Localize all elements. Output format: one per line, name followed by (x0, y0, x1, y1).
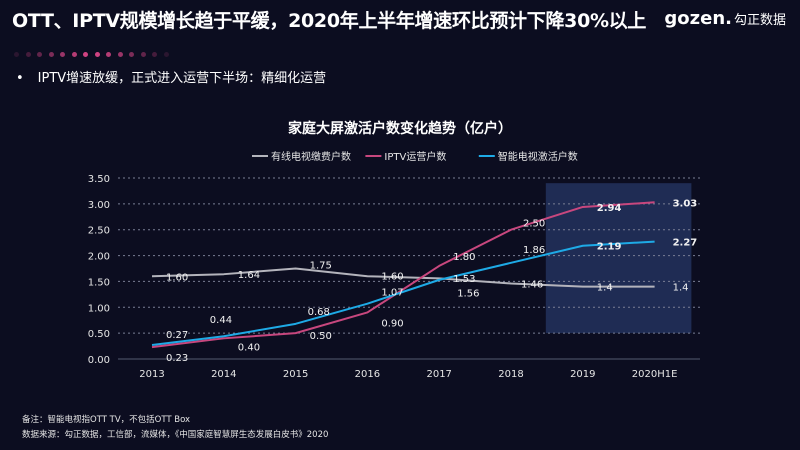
chart-title: 家庭大屏激活户数变化趋势（亿户） (288, 121, 512, 137)
data-label: 0.50 (310, 331, 332, 342)
y-tick-label: 3.50 (88, 174, 110, 185)
data-label: 1.75 (310, 261, 332, 272)
page-title: OTT、IPTV规模增长趋于平缓，2020年上半年增速环比预计下降30%以上 (12, 10, 647, 32)
divider-dot (25, 52, 31, 57)
divider-dot (83, 52, 88, 57)
y-tick-label: 1.50 (88, 277, 110, 288)
data-label: 0.23 (166, 353, 188, 364)
divider-dot (60, 52, 65, 57)
divider-dot (48, 52, 54, 57)
x-tick-label: 2019 (570, 369, 595, 380)
series-line-1 (151, 201, 655, 349)
data-label: 1.4 (673, 283, 689, 294)
y-tick-label: 0.00 (88, 355, 110, 366)
data-label: 0.27 (166, 330, 188, 341)
x-tick-label: 2015 (283, 369, 308, 380)
bullet-point: • IPTV增速放缓，正式进入运营下半场：精细化运营 (16, 71, 327, 86)
x-tick-label: 2018 (498, 369, 523, 380)
data-label: 0.44 (210, 315, 232, 326)
data-label: 2.19 (597, 242, 622, 253)
data-label: 1.4 (597, 283, 613, 294)
divider-dot (106, 52, 111, 57)
data-label: 1.46 (521, 279, 543, 290)
data-label: 2.27 (673, 238, 698, 249)
legend-label: IPTV运营户数 (384, 150, 446, 163)
data-label: 2.94 (597, 203, 622, 214)
y-tick-label: 2.00 (88, 252, 110, 263)
divider-dot (14, 52, 19, 57)
divider-dot (94, 52, 100, 57)
divider-dot (117, 52, 123, 57)
data-label: 1.60 (166, 272, 188, 283)
dotted-divider (14, 52, 169, 57)
data-label: 0.40 (238, 342, 260, 353)
logo: gozen. 勾正数据 (664, 8, 786, 29)
y-tick-label: 0.50 (88, 329, 110, 340)
bullet-text: IPTV增速放缓，正式进入运营下半场：精细化运营 (37, 71, 327, 86)
series-line-2 (151, 240, 655, 347)
x-tick-label: 2014 (211, 369, 236, 380)
divider-dot (37, 52, 42, 57)
data-label: 1.60 (381, 271, 403, 282)
data-label: 1.07 (381, 288, 403, 299)
highlight-region (545, 183, 692, 334)
data-label: 1.86 (523, 245, 545, 256)
data-label: 1.64 (238, 270, 260, 281)
logo-text: gozen. (664, 8, 732, 29)
divider-dot (152, 52, 157, 57)
x-tick-label: 2017 (426, 369, 451, 380)
data-label: 0.68 (308, 307, 330, 318)
data-label: 1.80 (453, 252, 475, 263)
divider-dot (129, 52, 134, 57)
x-tick-label: 2013 (139, 369, 164, 380)
y-tick-label: 2.50 (88, 226, 110, 237)
divider-dot (163, 52, 169, 57)
data-label: 1.53 (453, 274, 475, 285)
data-label: 1.56 (457, 288, 479, 299)
data-label: 3.03 (673, 198, 698, 209)
y-tick-label: 3.00 (88, 200, 110, 211)
divider-dot (140, 52, 146, 57)
logo-cn: 勾正数据 (733, 13, 786, 28)
data-label: 2.50 (523, 219, 545, 230)
legend-label: 有线电视缴费户数 (271, 150, 351, 163)
legend-label: 智能电视激活户数 (498, 150, 578, 163)
divider-dot (71, 52, 77, 57)
series-line-0 (151, 267, 655, 288)
x-tick-label: 2020H1E (632, 369, 678, 380)
source-note: 数据来源：勾正数据，工信部，流媒体，《中国家庭智慧屏生态发展白皮书》2020 (22, 430, 329, 440)
x-tick-label: 2016 (355, 369, 380, 380)
y-tick-label: 1.00 (88, 303, 110, 314)
footnote: 备注：智能电视指OTT TV，不包括OTT Box (22, 415, 191, 425)
data-label: 0.90 (381, 318, 403, 329)
